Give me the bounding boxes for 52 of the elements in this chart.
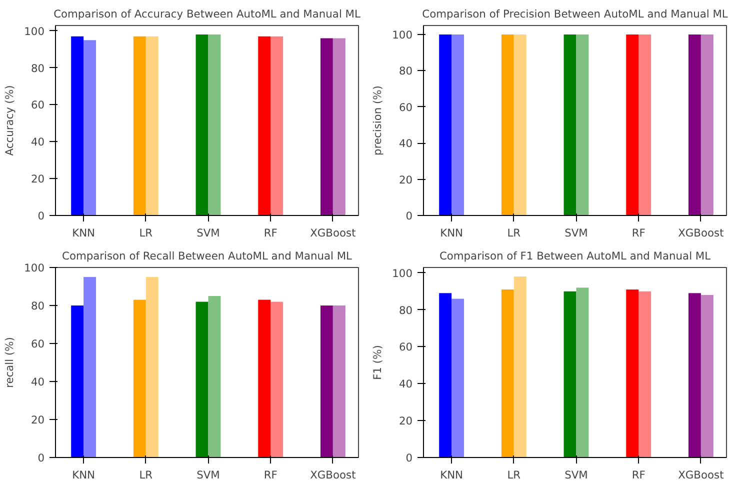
x-tick-label: RF — [264, 226, 278, 240]
x-tick-label: LR — [507, 226, 522, 240]
y-tick-label: 60 — [30, 98, 45, 112]
y-axis-title: Accuracy (%) — [3, 85, 16, 156]
y-tick-label: 80 — [30, 300, 45, 312]
x-tick-label: KNN — [72, 468, 96, 482]
chart-title: Comparison of Precision Between AutoML and Manual ML — [422, 8, 728, 20]
y-tick-label: 40 — [30, 136, 45, 149]
x-tick-label: SVM — [564, 468, 588, 482]
y-axis-title: recall (%) — [3, 337, 16, 388]
x-tick-label: RF — [632, 226, 646, 240]
x-tick-label: KNN — [440, 468, 464, 482]
x-tick-label: XGBoost — [678, 226, 724, 240]
y-tick-label: 100 — [24, 262, 45, 274]
y-tick-label: 40 — [398, 378, 413, 391]
x-tick-label: KNN — [72, 226, 96, 240]
y-axis-title: F1 (%) — [371, 345, 384, 380]
y-tick-label: 100 — [392, 266, 413, 280]
y-tick-label: 60 — [398, 340, 413, 354]
x-tick-label: SVM — [196, 468, 220, 482]
x-tick-label: XGBoost — [678, 468, 724, 482]
y-tick-label: 0 — [38, 452, 45, 464]
y-tick-label: 60 — [398, 100, 413, 114]
y-tick-label: 100 — [392, 28, 413, 42]
y-tick-label: 60 — [30, 338, 45, 350]
x-tick-label: XGBoost — [310, 226, 356, 240]
x-tick-label: KNN — [440, 226, 464, 240]
y-tick-label: 0 — [406, 210, 413, 222]
x-tick-label: SVM — [564, 226, 588, 240]
y-tick-label: 80 — [398, 304, 413, 317]
chart-title: Comparison of F1 Between AutoML and Manual ML — [439, 250, 711, 262]
chart-title: Comparison of Recall Between AutoML and Manual ML — [62, 250, 352, 262]
y-tick-label: 80 — [398, 64, 413, 78]
y-axis-title: precision (%) — [371, 86, 384, 156]
y-tick-label: 0 — [406, 452, 413, 464]
y-tick-label: 40 — [30, 376, 45, 388]
x-tick-label: RF — [264, 468, 278, 482]
y-tick-label: 80 — [30, 62, 45, 75]
y-tick-label: 20 — [30, 172, 45, 186]
y-tick-label: 0 — [38, 210, 45, 222]
x-tick-label: RF — [632, 468, 646, 482]
y-tick-label: 100 — [24, 24, 45, 38]
y-tick-label: 40 — [398, 137, 413, 150]
x-tick-label: LR — [139, 226, 154, 240]
x-tick-label: XGBoost — [310, 468, 356, 482]
y-tick-label: 20 — [398, 414, 413, 428]
y-tick-label: 20 — [398, 173, 413, 186]
x-tick-label: LR — [507, 468, 522, 482]
y-tick-label: 20 — [30, 414, 45, 426]
x-tick-label: LR — [139, 468, 154, 482]
chart-title: Comparison of Accuracy Between AutoML and Manual ML — [54, 8, 360, 20]
x-tick-label: SVM — [196, 226, 220, 240]
